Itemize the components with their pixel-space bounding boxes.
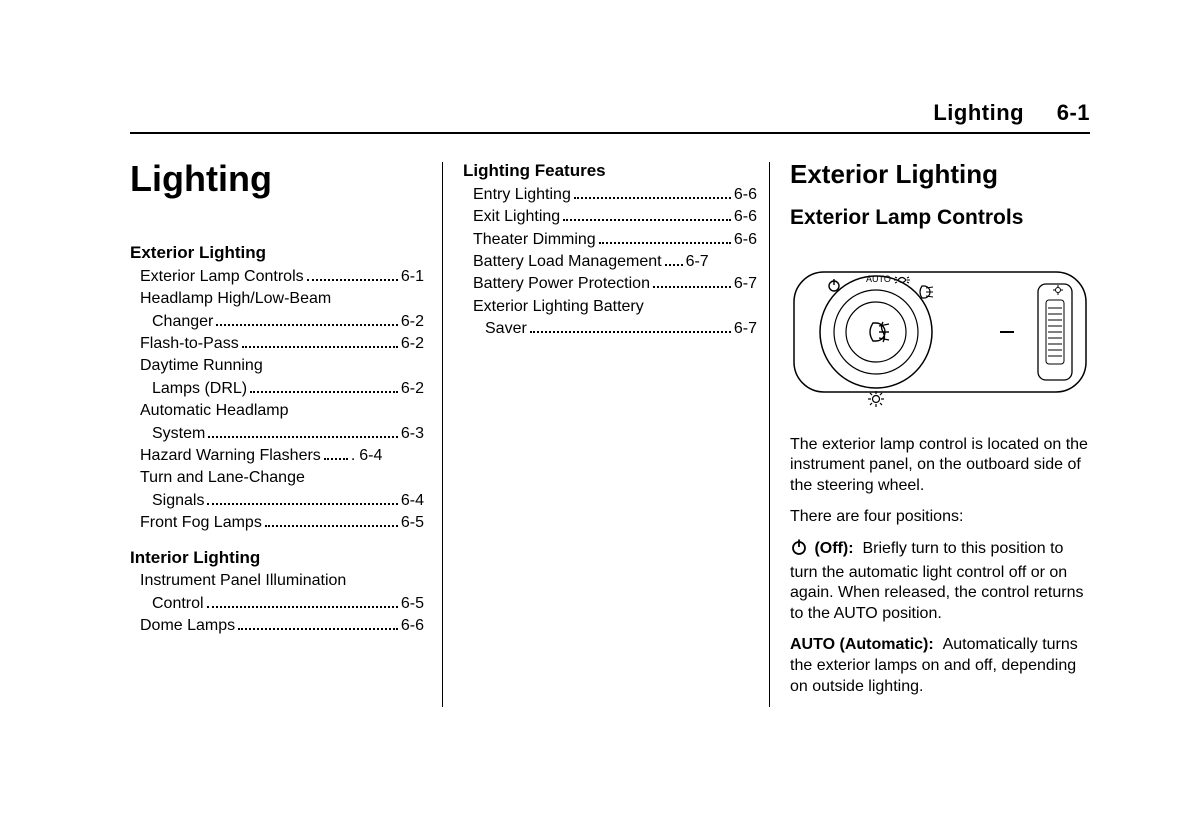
toc-entry-cont: Lamps (DRL) 6-2 xyxy=(130,378,424,400)
manual-page: Lighting 6-1 Lighting Exterior Lighting … xyxy=(0,0,1200,747)
toc-entry-cont: System 6-3 xyxy=(130,423,424,445)
column-3: Exterior Lighting Exterior Lamp Controls… xyxy=(769,162,1090,707)
auto-label: AUTO (Automatic): xyxy=(790,636,934,653)
toc-entry: Headlamp High/Low-Beam xyxy=(130,288,424,310)
toc-entry-cont: Control 6-5 xyxy=(130,593,424,615)
lamp-control-figure: AUTO xyxy=(790,252,1090,412)
section-subheading: Exterior Lamp Controls xyxy=(790,205,1090,232)
body-paragraph: The exterior lamp control is located on … xyxy=(790,435,1090,497)
toc-entry: Exterior Lighting Battery xyxy=(463,296,757,318)
toc-entry: Dome Lamps 6-6 xyxy=(130,615,424,637)
toc-entry: Hazard Warning Flashers . 6-4 xyxy=(130,445,424,467)
auto-position-paragraph: AUTO (Automatic): Automatically turns th… xyxy=(790,635,1090,697)
leader-dots xyxy=(307,266,398,280)
toc-entry: Flash-to-Pass 6-2 xyxy=(130,333,424,355)
toc-entry: Exterior Lamp Controls 6-1 xyxy=(130,266,424,288)
toc-group-interior: Interior Lighting xyxy=(130,547,424,569)
toc-group-exterior: Exterior Lighting xyxy=(130,242,424,264)
toc-entry: Instrument Panel Illumination xyxy=(130,570,424,592)
toc-entry: Entry Lighting 6-6 xyxy=(463,184,757,206)
toc-entry: Battery Load Management 6-7 xyxy=(463,251,757,273)
chapter-title: Lighting xyxy=(130,156,424,202)
running-header: Lighting 6-1 xyxy=(130,100,1090,134)
toc-entry: Front Fog Lamps 6-5 xyxy=(130,512,424,534)
off-label: (Off): xyxy=(814,540,853,557)
off-position-paragraph: (Off): Briefly turn to this position to … xyxy=(790,538,1090,625)
toc-group-features: Lighting Features xyxy=(463,160,757,182)
header-page: 6-1 xyxy=(1057,100,1090,125)
power-icon xyxy=(790,538,808,563)
toc-entry: Automatic Headlamp xyxy=(130,400,424,422)
body-paragraph: There are four positions: xyxy=(790,507,1090,528)
toc-entry: Daytime Running xyxy=(130,355,424,377)
column-1: Lighting Exterior Lighting Exterior Lamp… xyxy=(130,162,442,707)
toc-entry: Exit Lighting 6-6 xyxy=(463,206,757,228)
section-heading: Exterior Lighting xyxy=(790,158,1090,191)
header-section: Lighting xyxy=(933,100,1024,125)
dial-auto-label: AUTO xyxy=(866,274,891,284)
toc-entry: Battery Power Protection 6-7 xyxy=(463,273,757,295)
toc-entry-cont: Signals 6-4 xyxy=(130,490,424,512)
column-2: Lighting Features Entry Lighting 6-6 Exi… xyxy=(442,162,769,707)
toc-entry-cont: Changer 6-2 xyxy=(130,311,424,333)
toc-entry-cont: Saver 6-7 xyxy=(463,318,757,340)
three-column-layout: Lighting Exterior Lighting Exterior Lamp… xyxy=(130,162,1090,707)
toc-entry: Turn and Lane-Change xyxy=(130,467,424,489)
toc-entry: Theater Dimming 6-6 xyxy=(463,229,757,251)
